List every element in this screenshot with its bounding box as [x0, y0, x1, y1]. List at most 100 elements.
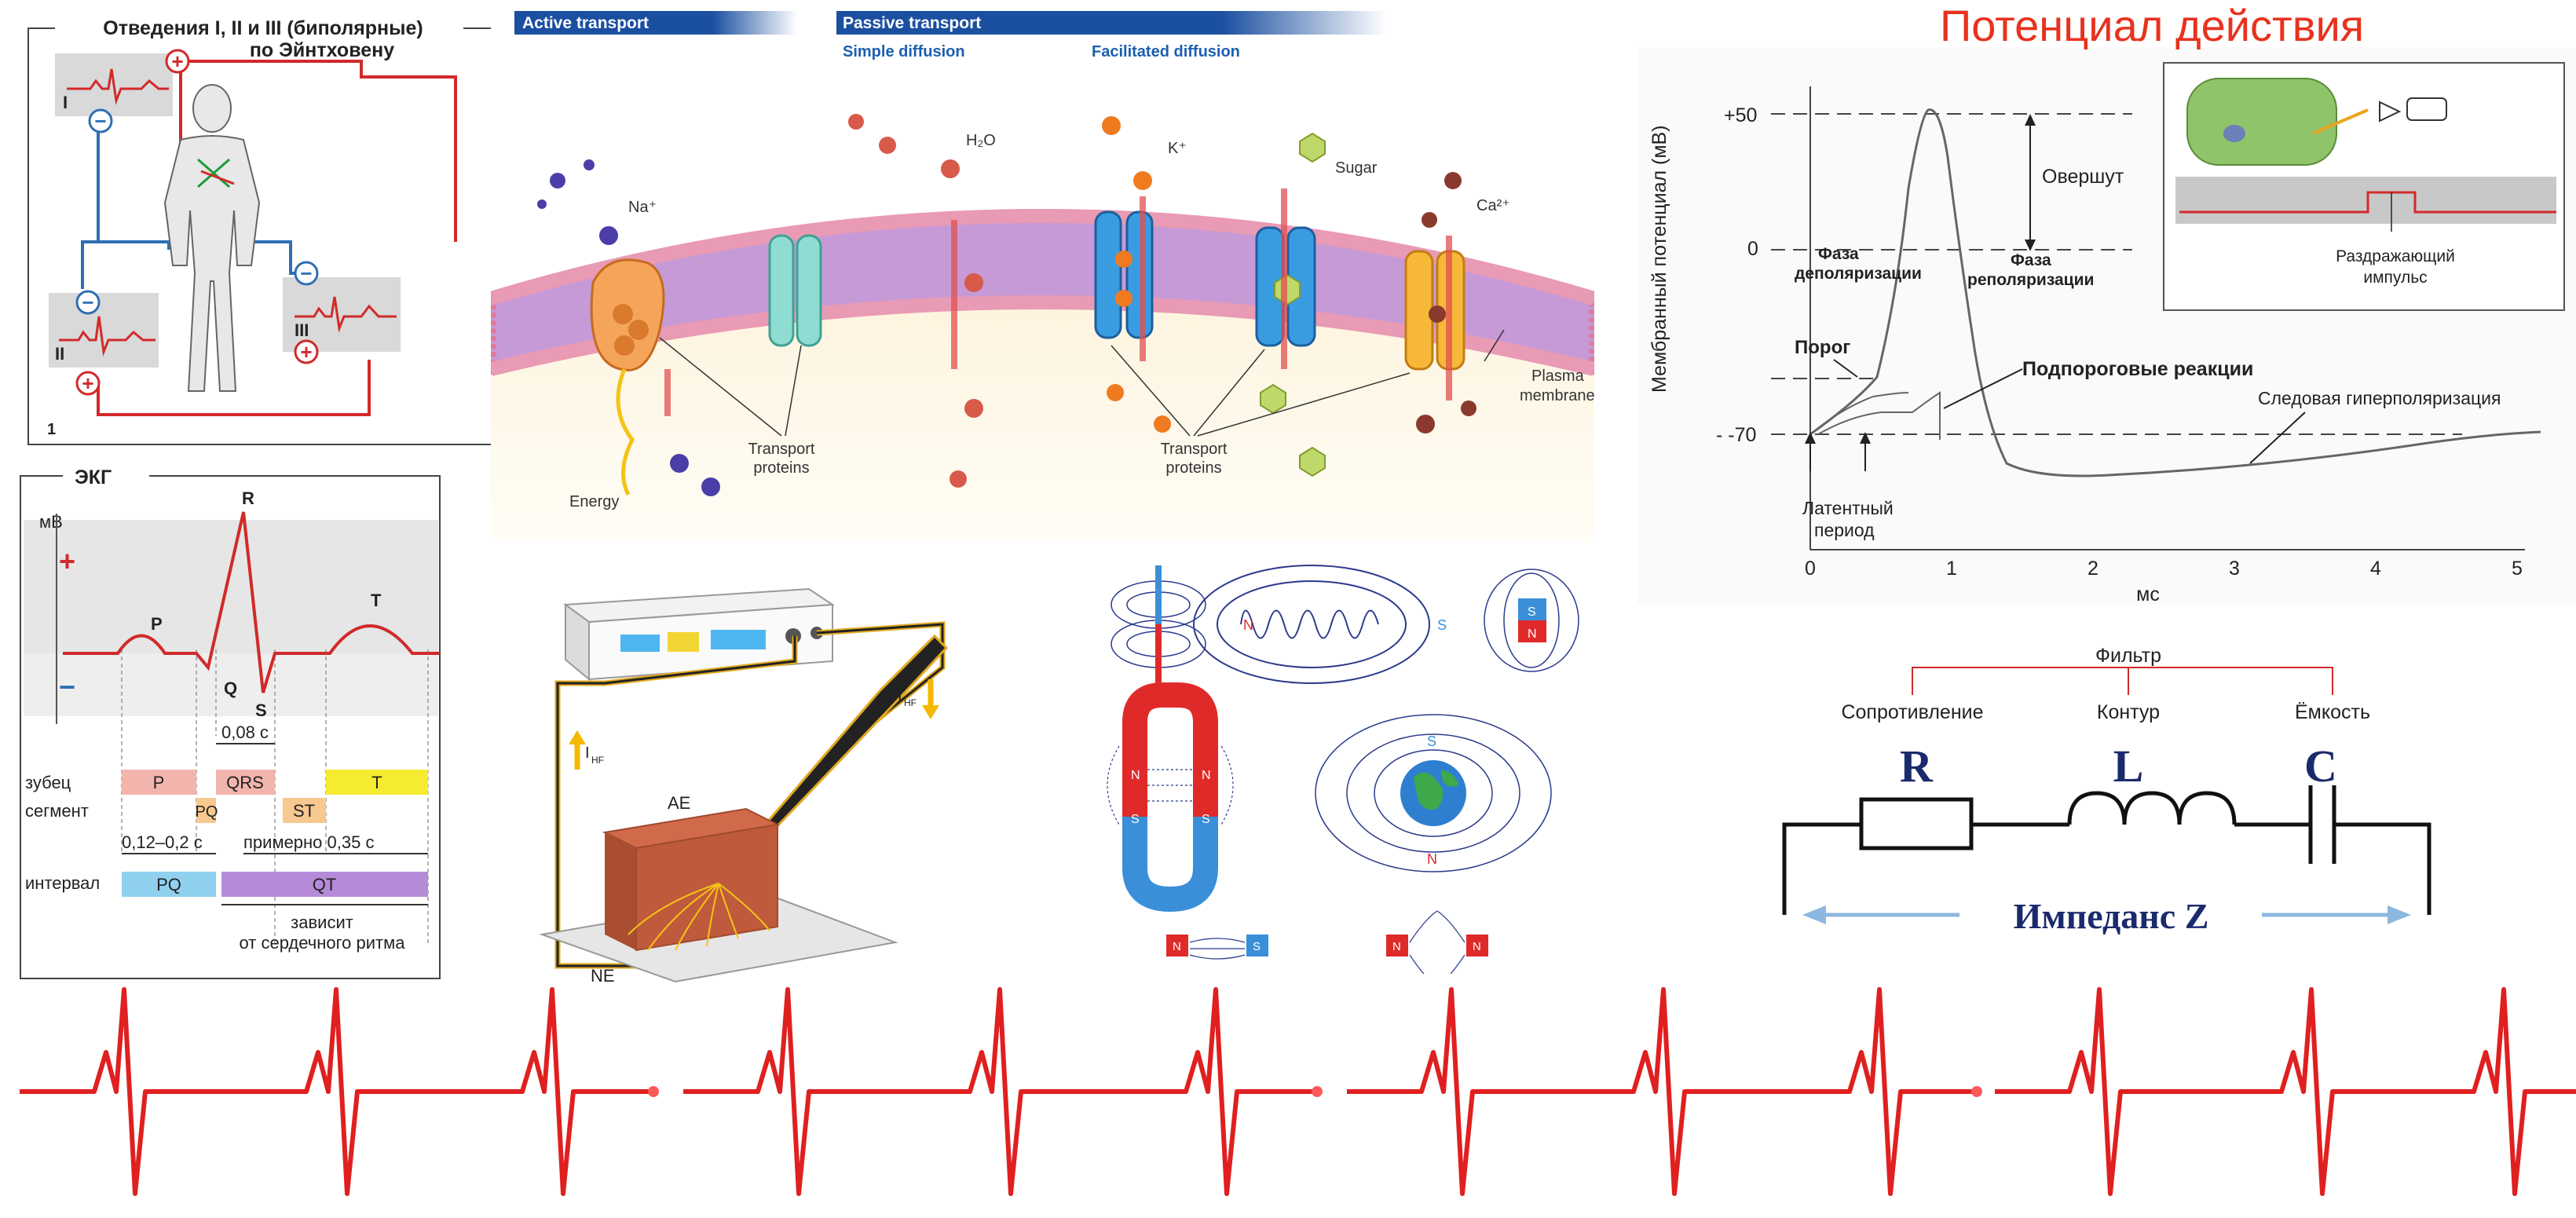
label-circuit: Контур: [2097, 701, 2160, 723]
label-sugar: Sugar: [1335, 159, 1378, 177]
label-subthreshold: Подпороговые реакции: [2022, 358, 2253, 380]
earth-s: S: [1427, 733, 1436, 749]
label-depol-2: деполяризации: [1795, 265, 1922, 283]
label-transport-proteins-2b: proteins: [1165, 459, 1221, 477]
pq-duration: 0,12–0,2 с: [122, 832, 203, 852]
depends-line1: зависит: [291, 913, 353, 932]
pair2-n-left: N: [1392, 940, 1401, 953]
electrosurgery-figure: I HF I HF AE NE: [539, 587, 949, 986]
solenoid-n: N: [1243, 617, 1253, 633]
label-threshold: Порог: [1795, 337, 1850, 358]
einthoven-panel: Отведения I, II и III (биполярные) по Эй…: [24, 14, 503, 448]
membrane-panel: Active transport Passive transport Simpl…: [485, 0, 1600, 542]
ecg-trace: [63, 511, 440, 693]
horseshoe-s-right: S: [1202, 813, 1210, 826]
symbol-C: C: [2304, 741, 2337, 792]
ap-title: Потенциал действия: [1940, 1, 2364, 50]
ap-xlabel: мс: [2136, 583, 2160, 605]
horseshoe-s-left: S: [1131, 813, 1140, 826]
impedance-panel: Фильтр Сопротивление Контур Ёмкость R L …: [1767, 640, 2474, 954]
label-trace-hyper: Следовая гиперполяризация: [2258, 388, 2501, 408]
depends-line2: от сердечного ритма: [240, 933, 406, 953]
earth-magnetic-field: [1315, 714, 1552, 872]
label-P: P: [151, 614, 163, 634]
einthoven-subtitle: по Эйнтховену: [250, 39, 394, 61]
horseshoe-magnet: [1107, 682, 1234, 913]
action-potential-trace: [1809, 108, 2541, 477]
earth-n: N: [1427, 851, 1437, 867]
ecg-strip-panel: [0, 982, 2576, 1214]
plus-sign: +: [82, 371, 93, 395]
label-S: S: [255, 700, 267, 720]
xtick-2: 2: [2088, 558, 2098, 580]
sugar-carrier: [1255, 226, 1316, 347]
action-potential-chart: Потенциал действия Мембранный потенциал …: [1637, 1, 2576, 605]
label-repol-2: реполяризации: [1967, 271, 2094, 289]
lead-trace-1: I: [55, 53, 173, 116]
lead-trace-3: III: [283, 277, 401, 352]
hf-generator: [563, 587, 835, 682]
mv-unit: мВ: [39, 512, 63, 532]
label-Q: Q: [224, 678, 237, 698]
label-capacitance: Ёмкость: [2295, 701, 2370, 723]
label-ca: Ca²⁺: [1476, 197, 1510, 214]
horseshoe-n-right: N: [1202, 769, 1211, 782]
label-resistance: Сопротивление: [1841, 701, 1983, 723]
row-segment: сегмент: [25, 801, 89, 821]
wave-T: T: [371, 773, 382, 792]
label-transport-proteins-1b: proteins: [753, 459, 809, 477]
channel-protein: [768, 234, 822, 347]
label-ae: AE: [668, 793, 690, 813]
figure-number: 1: [47, 421, 56, 438]
label-repol-1: Фаза: [2011, 251, 2051, 269]
label-stimulus-1: Раздражающий: [2336, 247, 2455, 265]
ihf-subscript-right: HF: [904, 697, 917, 708]
stimulus-inset: Раздражающий импульс: [2163, 62, 2565, 311]
row-wave: зубец: [25, 773, 71, 792]
ecg-diagram: ЭКГ мВ + − P R Q S T 0,08 с зубец сегмен…: [20, 465, 441, 979]
plus-sign: +: [171, 49, 183, 73]
minus-sign: −: [300, 262, 312, 285]
ytick-plus50: +50: [1724, 104, 1757, 126]
subheader-facilitated-diffusion: Facilitated diffusion: [1092, 43, 1240, 60]
pair1-s: S: [1253, 940, 1261, 953]
horseshoe-n-left: N: [1131, 769, 1140, 782]
action-potential-panel: Потенциал действия Мембранный потенциал …: [1637, 0, 2576, 605]
ecg-plus: +: [59, 545, 75, 577]
label-h2o: H₂O: [966, 132, 996, 149]
magnetic-fields-figure: N S S N N N S S S N N S N N: [1107, 565, 1579, 987]
membrane-transport-figure: Active transport Passive transport Simpl…: [485, 0, 1600, 542]
qrs-duration: 0,08 с: [221, 722, 269, 742]
xtick-0: 0: [1805, 558, 1816, 580]
label-overshoot: Овершут: [2042, 166, 2124, 188]
label-k: K⁺: [1168, 140, 1187, 157]
lead-label-1: I: [63, 93, 68, 112]
label-na: Na⁺: [628, 199, 657, 216]
ap-ylabel: Мембранный потенциал (мВ): [1648, 125, 1670, 393]
row-interval: интервал: [25, 873, 100, 893]
label-plasma: Plasma: [1531, 368, 1585, 385]
xtick-1: 1: [1946, 558, 1957, 580]
solenoid: [1193, 565, 1430, 684]
pair1-n: N: [1173, 940, 1181, 953]
label-R: R: [242, 488, 254, 508]
minus-sign: −: [94, 109, 106, 133]
ytick-minus70: - -70: [1716, 424, 1756, 446]
ihf-subscript-left: HF: [591, 755, 604, 766]
ecg-title: ЭКГ: [75, 466, 112, 488]
xtick-3: 3: [2229, 558, 2240, 580]
ecg-minus: −: [59, 671, 75, 703]
rlc-circuit-figure: Фильтр Сопротивление Контур Ёмкость R L …: [1782, 645, 2431, 936]
xtick-5: 5: [2512, 558, 2523, 580]
ihf-label-right: I: [898, 687, 902, 704]
header-active-transport: Active transport: [522, 14, 649, 32]
wave-QRS: QRS: [226, 773, 264, 792]
solenoid-s: S: [1437, 617, 1447, 633]
electrosurgery-panel: I HF I HF AE NE: [518, 573, 974, 997]
ecg-strip: [20, 987, 2576, 1196]
magnets-panel: N S S N N N S S S N N S N N: [1103, 550, 1590, 987]
body-silhouette: [163, 84, 261, 392]
xtick-4: 4: [2370, 558, 2381, 580]
label-T: T: [371, 591, 382, 610]
qt-duration: примерно 0,35 с: [243, 832, 374, 852]
